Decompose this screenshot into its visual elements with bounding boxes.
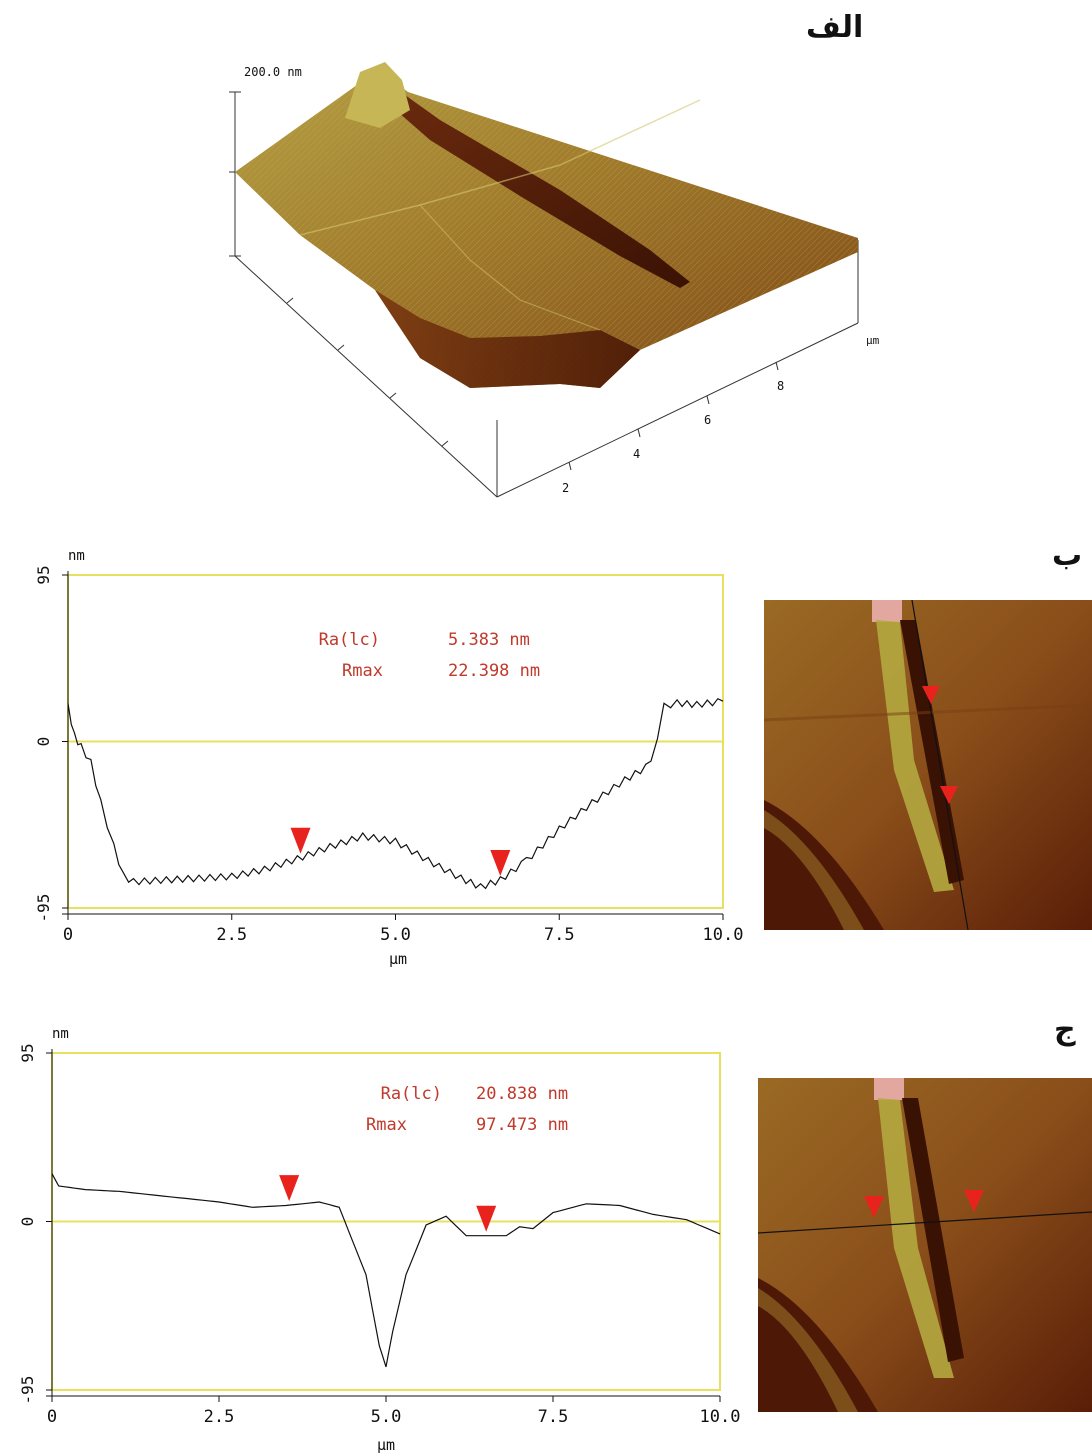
y-tick-label-b-0: 95 [34, 565, 53, 584]
profile-line-c [758, 1211, 1092, 1234]
xlabel-b: μm [389, 950, 407, 968]
cursor-marker-b-1 [490, 849, 511, 876]
marker-c-2 [964, 1190, 984, 1212]
cursor-marker-c-1 [476, 1205, 497, 1232]
x-tick-6: 6 [704, 413, 711, 427]
x-tick-8: 8 [777, 379, 784, 393]
stats-c-rmax-label: Rmax [366, 1115, 407, 1135]
y-tick-label-b-1: 0 [34, 737, 53, 747]
x-unit-label: μm [866, 334, 880, 347]
z-scale-label: 200.0 nm [244, 65, 302, 79]
profile-chart-c: nm μm Ra(lc) 20.838 nm Rmax 97.473 nm 0 2… [18, 1026, 741, 1454]
afm-topview-b [764, 600, 1092, 930]
y-tick-label-b-2: -95 [34, 894, 53, 923]
y-tick-label-c-2: -95 [18, 1376, 37, 1405]
surface-trench [398, 95, 690, 288]
marker-c-1 [864, 1196, 884, 1218]
panel-label-a: الف [806, 10, 864, 45]
y-tick-label-c-0: 95 [18, 1043, 37, 1062]
stats-b-ra-value: 5.383 nm [448, 630, 530, 650]
marker-b-2 [940, 786, 958, 804]
panel-label-b: ب [1052, 538, 1083, 573]
x-tick-label-b-1: 2.5 [216, 925, 247, 945]
stats-c-rmax-value: 97.473 nm [476, 1115, 568, 1135]
x-tick-label-b-2: 5.0 [380, 925, 411, 945]
xlabel-c: μm [377, 1436, 395, 1454]
x-tick-label-c-0: 0 [47, 1407, 57, 1427]
x-tick-label-b-3: 7.5 [544, 925, 575, 945]
y-axis [234, 255, 498, 498]
cursor-marker-b-0 [290, 827, 311, 854]
marker-b-1 [922, 686, 940, 704]
ylabel-c: nm [52, 1026, 69, 1042]
cursor-marker-c-0 [279, 1175, 300, 1202]
x-tick-label-c-2: 5.0 [371, 1407, 402, 1427]
profile-trace-b [67, 697, 724, 890]
x-tick-label-c-3: 7.5 [538, 1407, 569, 1427]
ylabel-b: nm [68, 548, 85, 564]
surface-peak [345, 62, 410, 128]
afm-3d-surface: 200.0 nm μm 2 4 6 8 [229, 62, 880, 498]
profile-chart-b: nm μm Ra(lc) 5.383 nm Rmax 22.398 nm 0 2.… [34, 548, 744, 968]
profile-line-b [911, 600, 969, 930]
panel-label-c: ج [1054, 1012, 1076, 1047]
x-axis [496, 322, 859, 498]
afm-topview-c [758, 1078, 1092, 1412]
stats-b-ra-label: Ra(lc) [319, 630, 380, 650]
x-tick-label-b-0: 0 [63, 925, 73, 945]
x-tick-4: 4 [633, 447, 640, 461]
x-tick-label-c-4: 10.0 [700, 1407, 741, 1427]
y-tick-label-c-1: 0 [18, 1217, 37, 1227]
x-tick-2: 2 [562, 481, 569, 495]
x-tick-label-c-1: 2.5 [204, 1407, 235, 1427]
stats-c-ra-value: 20.838 nm [476, 1084, 568, 1104]
surface-valley [375, 290, 640, 388]
stats-c-ra-label: Ra(lc) [381, 1084, 442, 1104]
x-tick-label-b-4: 10.0 [703, 925, 744, 945]
stats-b-rmax-value: 22.398 nm [448, 661, 540, 681]
profile-trace-c [51, 1173, 721, 1368]
stats-b-rmax-label: Rmax [342, 661, 383, 681]
